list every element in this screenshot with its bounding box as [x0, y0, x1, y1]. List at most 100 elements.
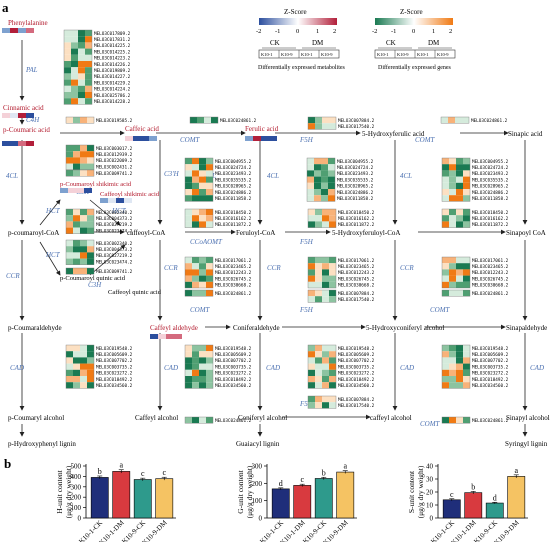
heatmap-cell	[199, 257, 206, 264]
heatmap-cell	[66, 363, 73, 370]
heatmap-cell	[197, 117, 204, 124]
heatmap-cell	[322, 402, 329, 409]
heatmap-cell	[185, 170, 192, 177]
heatmap-cell	[185, 215, 192, 222]
heatmap-cell	[308, 363, 315, 370]
heatmap-cell	[322, 215, 329, 222]
heatmap-cell	[192, 275, 199, 282]
heatmap-cell	[328, 164, 335, 171]
gene-id-label: MELO3C027219.2	[96, 222, 133, 228]
compound-sinapic-acid: Sinapic acid	[508, 130, 543, 138]
heatmap-cell	[322, 209, 329, 216]
gene-id-label: MELO3C023272.2	[472, 371, 509, 377]
gene-id-label: MELO3C024724.2	[472, 165, 509, 171]
x-tick-label: K10-9-DM	[493, 518, 521, 542]
heatmap-cell	[66, 209, 73, 216]
gene-id-label: MELO3C004955.2	[472, 159, 509, 165]
metabolite-cell	[261, 136, 269, 141]
bar-chart-1: 0 100 200 300 400 500 H-unit content (μg/g dry …	[55, 461, 176, 547]
bar	[464, 492, 483, 519]
heatmap-cell	[315, 351, 322, 358]
heatmap-cell	[185, 209, 192, 216]
gene-id-label: MELO3C014228.2	[94, 99, 131, 105]
heatmap-cell	[206, 164, 213, 171]
gene-id-label: MELO3C014223.2	[94, 56, 131, 62]
significance-letter: a	[514, 466, 518, 475]
heatmap-cell	[449, 345, 456, 352]
heatmap-cell	[449, 281, 456, 288]
heatmap-cell	[321, 158, 328, 165]
heatmap-cell	[329, 281, 336, 288]
gene-id-label: MELO3C005609.2	[96, 352, 133, 358]
gene-id-label: MELO3C007884.2	[338, 118, 375, 124]
gene-id-label: MELO3C004955.2	[215, 159, 252, 165]
gene-id-label: MELO3C024861.2	[472, 291, 509, 297]
significance-letter: c	[450, 490, 454, 499]
gene-id-label: MELO3C023272.2	[96, 371, 133, 377]
gene-id-label: MELO3C002340.2	[96, 210, 133, 216]
gene-id-label: MELO3C034560.2	[215, 383, 252, 389]
compound-5-hydroxyferuloyl-coa: 5-Hydroxyferuloyl-CoA	[332, 229, 400, 237]
significance-letter: b	[471, 482, 475, 491]
heatmap-cell	[308, 402, 315, 409]
compound-p-coumaroyl-shikimic-acid: p-Coumaroyl shikimic acid	[60, 181, 132, 188]
heatmap-cell	[322, 363, 329, 370]
gene-id-label: MELO3C004373.2	[96, 216, 133, 222]
heatmap-cell	[315, 345, 322, 352]
enzyme-pal: PAL	[25, 66, 38, 74]
enzyme-comt: COMT	[415, 136, 436, 144]
gene-id-label: MELO3C034560.2	[338, 383, 375, 389]
gene-heatmap-comt1: MELO3C024861.2	[184, 416, 252, 424]
heatmap-cell	[456, 263, 463, 270]
heatmap-border	[441, 208, 471, 228]
heatmap-cell	[71, 67, 78, 74]
enzyme-f5h: F5H	[299, 136, 314, 144]
heatmap-cell	[315, 396, 322, 403]
heatmap-cell	[463, 221, 470, 228]
gene-id-label: MELO3C026745.2	[338, 276, 375, 282]
compound-sinapyl-alcohol: Sinapyl alcohol	[506, 414, 550, 422]
heatmap-cell	[322, 117, 329, 124]
heatmap-cell	[449, 164, 456, 171]
gene-id-label: MELO3C016162.2	[472, 216, 509, 222]
heatmap-cell	[73, 117, 80, 124]
gene-id-label: MELO3C003735.2	[96, 364, 133, 370]
heatmap-cell	[442, 164, 449, 171]
heatmap-cell	[315, 296, 322, 303]
compound-feruloyl-coa: Feruloyl-CoA	[236, 229, 275, 237]
heatmap-cell	[80, 221, 87, 228]
gene-heatmap-c4h: MELO3C019585.2	[65, 116, 133, 124]
heatmap-cell	[315, 215, 322, 222]
heatmap-cell	[71, 36, 78, 43]
heatmap-cell	[185, 369, 192, 376]
gene-legend-gradient	[375, 18, 453, 25]
compound-sinapaldehyde: Sinapaldehyde	[506, 324, 547, 332]
gene-id-label: MELO3C014227.2	[94, 74, 131, 80]
gene-id-label: MELO3C007702.2	[96, 358, 133, 364]
heatmap-cell	[66, 258, 73, 265]
gene-legend-tick: 1	[432, 28, 435, 35]
heatmap-cell	[321, 195, 328, 202]
metabolite-heatmap	[245, 136, 277, 141]
heatmap-cell	[87, 145, 94, 152]
heatmap-cell	[190, 117, 197, 124]
heatmap-cell	[463, 269, 470, 276]
heatmap-cell	[456, 209, 463, 216]
metabolite-cell	[2, 28, 10, 33]
heatmap-cell	[308, 117, 315, 124]
heatmap-border	[307, 208, 337, 228]
heatmap-cell	[328, 170, 335, 177]
heatmap-cell	[307, 195, 314, 202]
heatmap-cell	[308, 396, 315, 403]
heatmap-cell	[192, 382, 199, 389]
heatmap-border	[307, 344, 337, 389]
y-tick-label: 0	[430, 515, 434, 523]
heatmap-cell	[322, 351, 329, 358]
gene-heatmap-comt1: MELO3C024861.2	[184, 289, 252, 297]
metabolite-legend-tick: 1	[316, 28, 319, 35]
gene-id-label: MELO3C035535.2	[337, 177, 374, 183]
heatmap-cell	[463, 263, 470, 270]
bar	[485, 502, 504, 519]
heatmap-cell	[87, 363, 94, 370]
gene-id-label: MELO3C016162.2	[338, 216, 375, 222]
